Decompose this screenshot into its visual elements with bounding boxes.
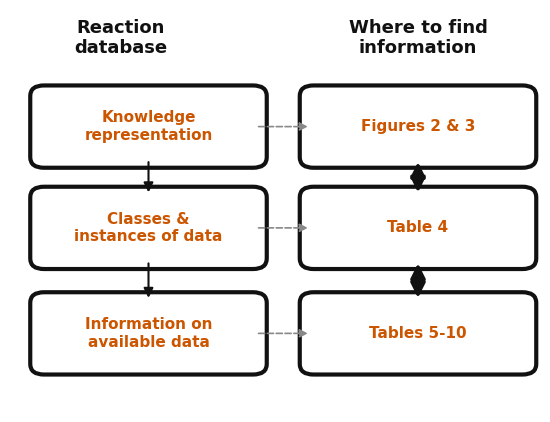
Text: Table 4: Table 4 (387, 220, 449, 235)
FancyBboxPatch shape (300, 85, 536, 168)
FancyBboxPatch shape (30, 187, 267, 269)
FancyBboxPatch shape (30, 292, 267, 375)
FancyBboxPatch shape (300, 187, 536, 269)
FancyBboxPatch shape (30, 85, 267, 168)
FancyBboxPatch shape (300, 292, 536, 375)
Text: Information on
available data: Information on available data (85, 317, 212, 349)
Text: Reaction
database: Reaction database (74, 19, 168, 57)
Text: Figures 2 & 3: Figures 2 & 3 (361, 119, 475, 134)
Text: Classes &
instances of data: Classes & instances of data (74, 212, 223, 244)
Text: Knowledge
representation: Knowledge representation (84, 111, 213, 143)
Text: Tables 5-10: Tables 5-10 (369, 326, 467, 341)
Text: Where to find
information: Where to find information (349, 19, 487, 57)
